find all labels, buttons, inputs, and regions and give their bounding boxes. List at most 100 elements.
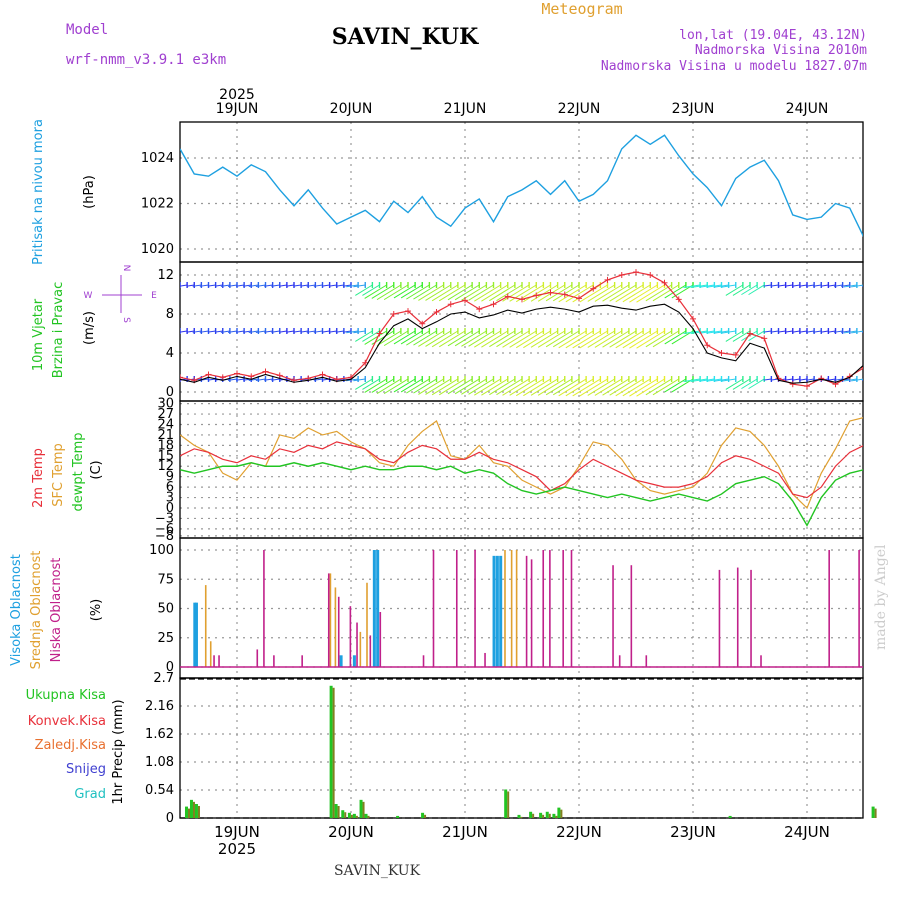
wind-barb — [869, 285, 878, 286]
wind-barb — [792, 284, 800, 287]
cloud-low-bar — [549, 550, 551, 667]
wind-barb — [474, 330, 501, 348]
wind-barb — [413, 378, 437, 394]
precip-total-bar — [194, 804, 198, 818]
wind-barb — [509, 330, 537, 348]
temp-ytick-label: 21 — [157, 428, 174, 443]
wind-barb — [192, 284, 202, 287]
wind-barb — [725, 378, 744, 390]
wind-barb — [383, 330, 409, 347]
wind-barb — [721, 330, 736, 334]
wind-barb — [425, 378, 452, 395]
precip-unit: 1hr Precip (mm) — [111, 699, 126, 804]
wind-barb — [545, 284, 573, 302]
wind-barb — [248, 330, 259, 333]
wind-barb — [235, 330, 245, 333]
wind-barb — [843, 330, 857, 334]
precip-total-bar — [359, 799, 363, 818]
cloud-high-bar — [193, 602, 197, 667]
cloud-ytick-label: 50 — [157, 602, 174, 617]
wind-barb — [602, 330, 630, 348]
wind-barb — [821, 330, 829, 333]
wind-barb — [664, 330, 687, 345]
cloud-low-bar — [432, 550, 435, 667]
wind-barb — [869, 379, 878, 380]
sfc-temp-line — [180, 417, 863, 510]
wind-barb — [431, 284, 459, 302]
wind-barb — [346, 284, 359, 288]
wind-barb — [741, 378, 758, 390]
wind-barb — [180, 330, 188, 333]
wind-barb — [346, 330, 359, 334]
precip-total-bar — [329, 685, 333, 818]
cloud-low-bar — [892, 550, 894, 667]
wind-barb — [383, 378, 409, 395]
wind-barb — [418, 330, 444, 347]
wind-barb — [690, 330, 708, 335]
precip-conv-bar — [560, 809, 563, 818]
cloud-low-bar — [484, 652, 486, 667]
wind-barb — [721, 284, 736, 288]
wind-barb — [355, 284, 373, 296]
wind-barb — [763, 284, 772, 287]
wind-barb — [725, 330, 744, 342]
precip-total-bar — [352, 813, 356, 818]
wind-barb — [813, 330, 822, 333]
cloud-mid-bar — [204, 585, 207, 667]
wind-barb — [342, 330, 352, 333]
wind-barb — [799, 378, 808, 381]
wind-barb — [805, 284, 815, 287]
wind-barb — [706, 284, 722, 288]
cloud-low-bar — [349, 606, 352, 667]
wind-ytick-label: 4 — [166, 346, 174, 361]
cloud-mid-bar — [515, 550, 518, 667]
precip-ytick-label: 1.08 — [145, 755, 174, 770]
cloud-high-bar — [376, 550, 380, 667]
wind-barb — [877, 285, 885, 286]
precip-ytick-label: 1.62 — [145, 727, 174, 742]
dewpt-line-group — [180, 462, 863, 527]
wind-barb — [714, 284, 729, 288]
wind-barb — [785, 284, 793, 287]
wind-barb — [609, 330, 637, 348]
pressure-label: Pritisak na nivou mora — [31, 119, 46, 265]
wind-barb — [748, 378, 765, 390]
temp2m-line — [180, 441, 863, 499]
wind-barb — [652, 284, 680, 302]
pressure-ytick-label: 1024 — [141, 151, 174, 166]
wind-barb — [690, 284, 708, 289]
precip-conv-bar — [532, 813, 535, 818]
wind-barb — [877, 331, 885, 332]
wind-barb — [763, 378, 772, 381]
cloud-low-bar — [562, 550, 564, 667]
wind-barb — [579, 284, 608, 303]
precip-total-bar — [347, 812, 351, 818]
wind-barb — [523, 378, 551, 397]
precip-conv-bar — [367, 815, 370, 818]
wind-barb — [792, 330, 800, 333]
wind-barb — [828, 284, 836, 287]
wind-barb — [468, 284, 494, 301]
wind-speed-line-group — [180, 303, 863, 384]
date-bottom-label: 23JUN — [670, 823, 716, 841]
wind-barb — [279, 330, 287, 333]
wind-barb — [699, 284, 715, 288]
wind-barb — [622, 378, 651, 397]
wind-barb — [828, 330, 836, 333]
wind-barb — [400, 378, 423, 393]
precip-conv-bar — [424, 814, 427, 818]
wind-barb — [264, 284, 273, 287]
elevation-text: Nadmorska Visina 2010m — [695, 43, 867, 58]
wind-barb — [468, 378, 494, 395]
wind-barb — [869, 331, 878, 332]
wind-barb — [286, 284, 295, 287]
precip-ytick-label: 0.54 — [145, 783, 174, 798]
wind-barb — [502, 330, 530, 348]
wind-barb — [214, 330, 223, 333]
temp-ytick-label: −6 — [155, 522, 174, 537]
cloud-low-bar — [301, 655, 303, 667]
wind-barb — [893, 379, 900, 380]
wind-barb — [413, 330, 437, 346]
temp-ytick-label: 24 — [157, 417, 174, 432]
wind-barb — [400, 284, 423, 299]
